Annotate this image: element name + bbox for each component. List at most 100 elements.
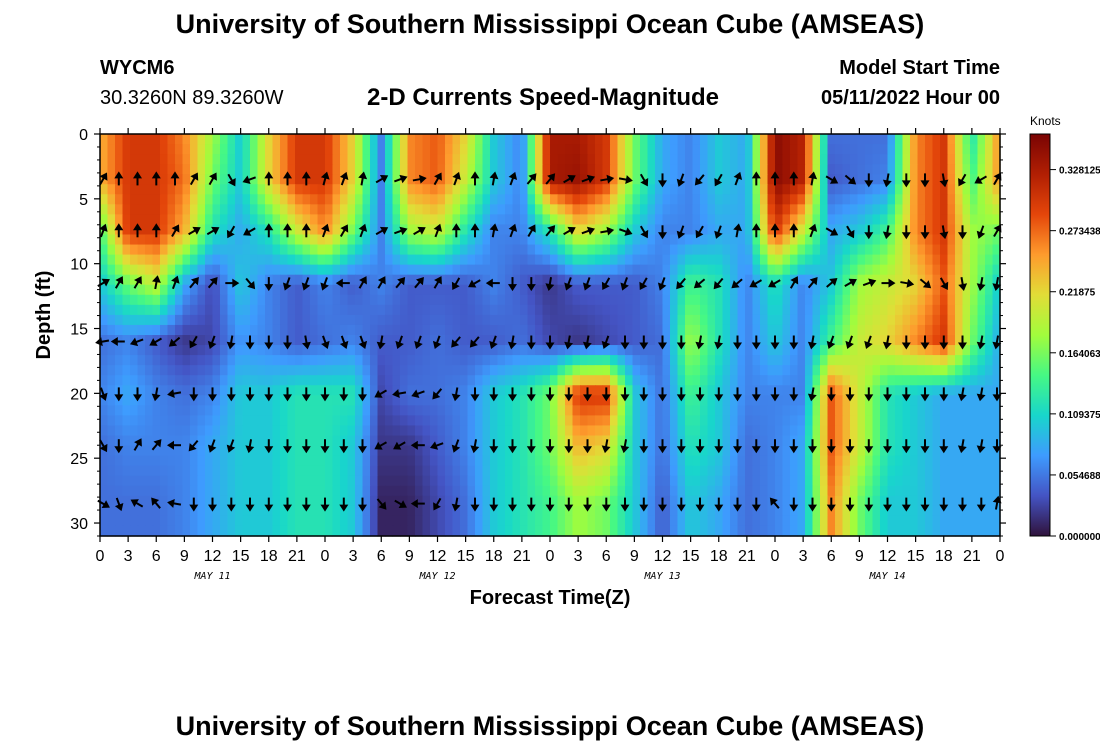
heat-cell — [407, 405, 416, 416]
heat-cell — [947, 485, 956, 497]
heat-cell — [377, 505, 386, 517]
heat-cell — [850, 495, 859, 507]
heat-cell — [932, 355, 941, 366]
heat-cell — [115, 405, 124, 416]
heat-cell — [152, 234, 161, 246]
heat-cell — [362, 395, 371, 406]
heat-cell — [580, 485, 589, 497]
heat-cell — [595, 294, 604, 306]
heat-cell — [355, 495, 364, 507]
heat-cell — [100, 475, 109, 487]
heat-cell — [295, 495, 304, 507]
heat-cell — [610, 294, 619, 306]
heat-cell — [415, 194, 424, 205]
heat-cell — [565, 204, 574, 215]
heat-cell — [227, 415, 236, 427]
heat-cell — [827, 455, 836, 467]
heat-cell — [550, 405, 559, 416]
heat-cell — [512, 405, 521, 416]
heat-cell — [490, 355, 499, 366]
heat-cell — [692, 525, 701, 537]
heat-cell — [160, 184, 169, 195]
current-arrow-head — [958, 178, 966, 187]
heat-cell — [542, 375, 551, 386]
heat-cell — [137, 505, 146, 517]
heat-cell — [467, 244, 476, 256]
heat-cell — [497, 505, 506, 517]
heat-cell — [782, 375, 791, 386]
heat-cell — [977, 314, 986, 326]
heat-cell — [767, 154, 776, 165]
heat-cell — [655, 254, 664, 266]
heat-cell — [115, 214, 124, 226]
heat-cell — [227, 274, 236, 286]
heat-cell — [422, 224, 431, 236]
heat-cell — [790, 475, 799, 487]
heat-cell — [385, 355, 394, 366]
heat-cell — [250, 425, 259, 437]
heat-cell — [212, 355, 221, 366]
heat-cell — [775, 485, 784, 497]
heat-cell — [925, 365, 934, 376]
heat-cell — [842, 314, 851, 326]
heat-cell — [340, 164, 349, 175]
heat-cell — [977, 194, 986, 205]
heat-cell — [287, 385, 296, 396]
heat-cell — [722, 144, 731, 155]
heat-cell — [272, 365, 281, 376]
heat-cell — [895, 184, 904, 195]
heat-cell — [190, 304, 199, 316]
heat-cell — [707, 525, 716, 537]
heat-cell — [767, 164, 776, 175]
heat-cell — [640, 515, 649, 527]
current-arrow-shaft — [229, 225, 236, 234]
heat-cell — [947, 345, 956, 356]
heat-cell — [962, 314, 971, 326]
heat-cell — [955, 415, 964, 427]
heat-cell — [827, 304, 836, 316]
heat-cell — [272, 164, 281, 175]
heat-cell — [475, 314, 484, 326]
heat-cell — [100, 395, 109, 406]
current-arrow-shaft — [322, 229, 327, 238]
heat-cell — [430, 234, 439, 246]
heat-cell — [437, 445, 446, 457]
heat-cell — [445, 515, 454, 527]
heat-cell — [940, 254, 949, 266]
heat-cell — [257, 365, 266, 376]
heat-cell — [970, 445, 979, 457]
heat-cell — [220, 455, 229, 467]
heat-cell — [790, 525, 799, 537]
heat-cell — [370, 425, 379, 437]
heat-cell — [835, 204, 844, 215]
heat-cell — [760, 144, 769, 155]
heat-cell — [970, 505, 979, 517]
heat-cell — [295, 485, 304, 497]
heat-cell — [347, 395, 356, 406]
heat-cell — [700, 375, 709, 386]
heat-cell — [250, 324, 259, 336]
heat-cell — [775, 425, 784, 437]
heat-cell — [190, 154, 199, 165]
heat-cell — [880, 304, 889, 316]
heat-cell — [812, 515, 821, 527]
heat-cell — [130, 435, 139, 447]
heat-cell — [835, 405, 844, 416]
heat-cell — [842, 335, 851, 346]
heat-cell — [685, 405, 694, 416]
heat-cell — [445, 505, 454, 517]
heat-cell — [625, 234, 634, 246]
heat-cell — [962, 184, 971, 195]
heat-cell — [767, 485, 776, 497]
heat-cell — [137, 304, 146, 316]
heat-cell — [497, 525, 506, 537]
heat-cell — [595, 405, 604, 416]
heat-cell — [647, 385, 656, 396]
heat-cell — [842, 415, 851, 427]
heat-cell — [760, 355, 769, 366]
heat-cell — [707, 234, 716, 246]
heat-cell — [895, 395, 904, 406]
heat-cell — [197, 335, 206, 346]
heat-cell — [160, 244, 169, 256]
heat-cell — [730, 495, 739, 507]
